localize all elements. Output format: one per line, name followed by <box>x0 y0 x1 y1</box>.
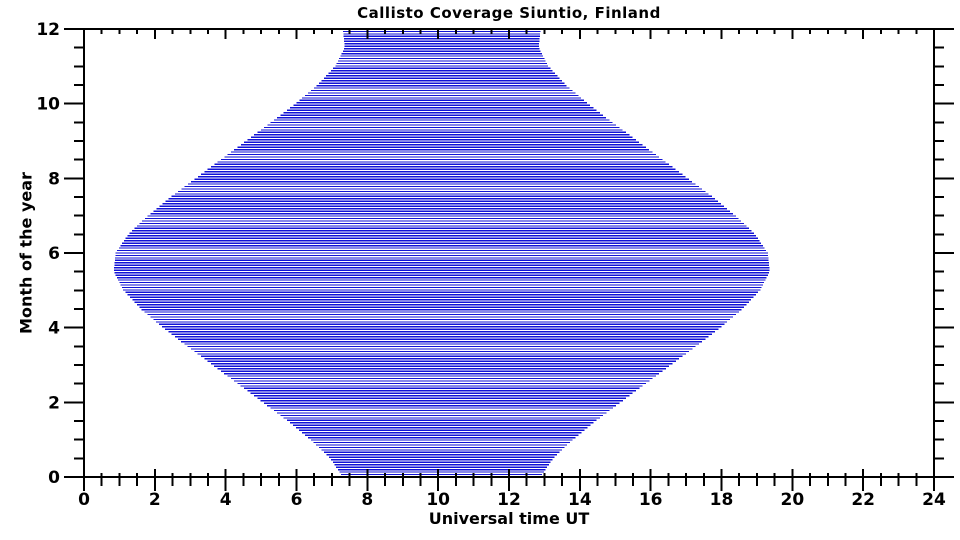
y-tick-label: 10 <box>36 95 60 115</box>
x-axis-label: Universal time UT <box>428 509 590 528</box>
x-tick-label: 16 <box>639 490 663 510</box>
x-tick-label: 10 <box>426 490 450 510</box>
chart-title: Callisto Coverage Siuntio, Finland <box>357 4 661 22</box>
x-tick-label: 18 <box>710 490 734 510</box>
y-tick-label: 2 <box>48 393 60 413</box>
x-tick-label: 6 <box>291 490 303 510</box>
y-tick-label: 12 <box>36 20 60 40</box>
y-tick-label: 4 <box>48 319 60 339</box>
y-axis-label-text: Month of the year <box>16 172 36 334</box>
x-tick-label: 22 <box>851 490 875 510</box>
x-tick-label: 12 <box>497 490 521 510</box>
x-tick-label: 4 <box>220 490 232 510</box>
x-tick-label: 24 <box>922 490 946 510</box>
x-tick-label: 20 <box>780 490 804 510</box>
y-tick-label: 8 <box>48 169 60 189</box>
x-tick-label: 0 <box>78 490 90 510</box>
x-tick-label: 2 <box>149 490 161 510</box>
x-tick-label: 8 <box>361 490 373 510</box>
x-tick-label: 14 <box>568 490 592 510</box>
y-tick-label: 0 <box>48 468 60 488</box>
y-tick-label: 6 <box>48 244 60 264</box>
